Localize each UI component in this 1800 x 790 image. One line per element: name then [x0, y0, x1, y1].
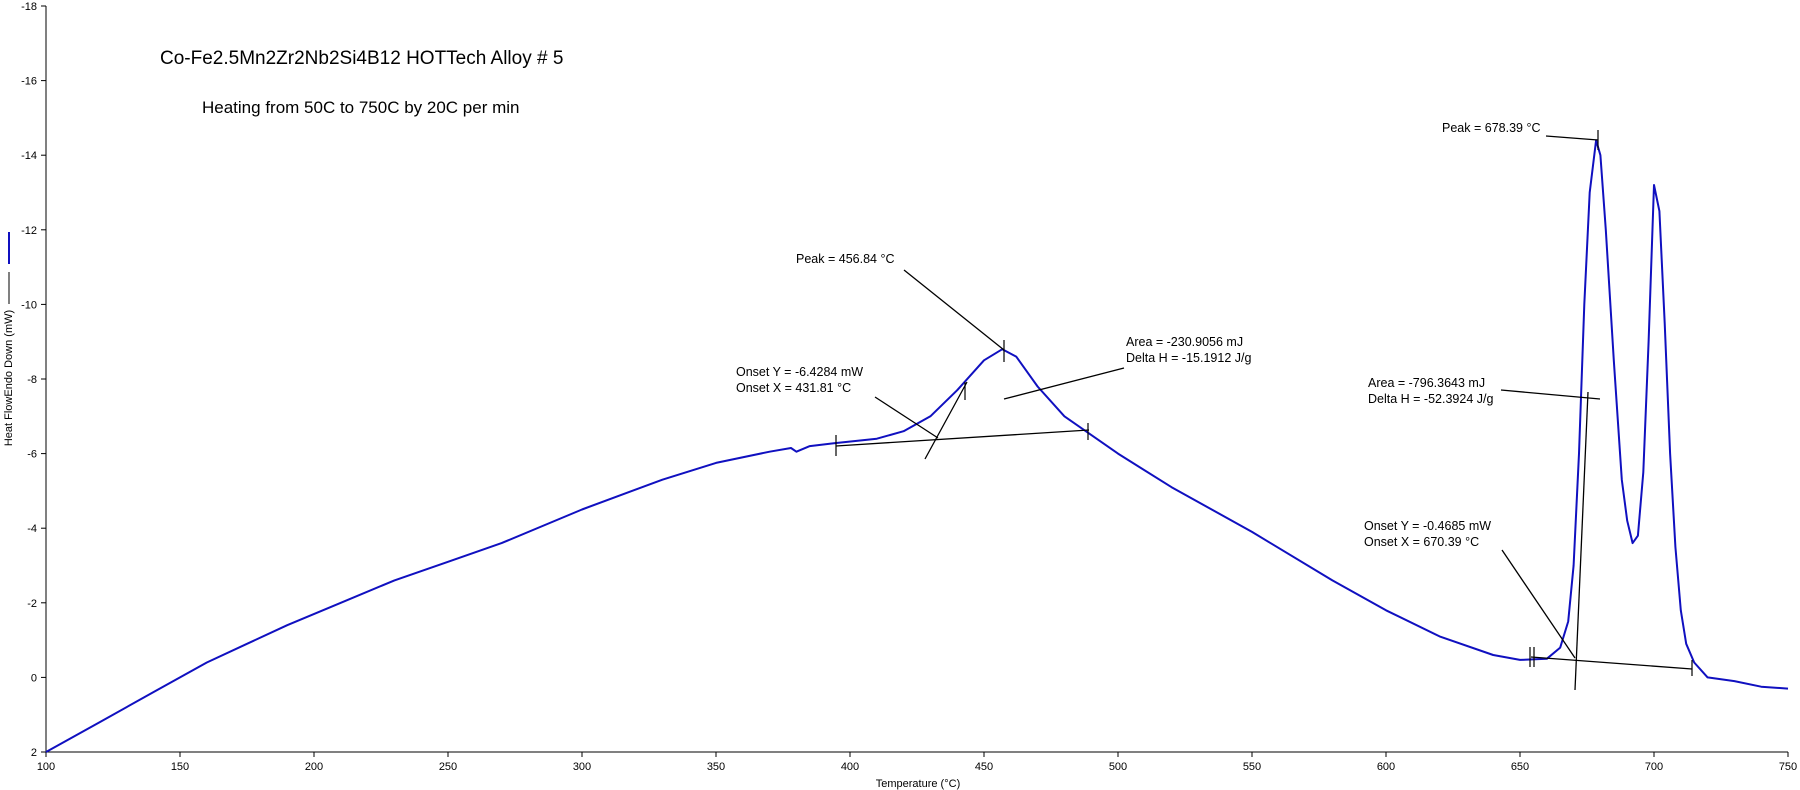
leader-peak2 — [1545, 135, 1599, 141]
series-group — [45, 139, 1789, 753]
x-tick-label: 350 — [707, 761, 725, 773]
annotation-onset2-y: Onset Y = -0.4685 mW — [1364, 519, 1491, 533]
y-tick-label: -12 — [21, 225, 37, 237]
tangent-peak1 — [924, 381, 968, 460]
x-tick-label: 550 — [1243, 761, 1261, 773]
y-tick-label: -2 — [27, 598, 37, 610]
x-axis-label: Temperature (°C) — [876, 778, 960, 790]
y-tick-label: -16 — [21, 76, 37, 88]
chart-axes — [45, 6, 1788, 753]
y-tick-label: 2 — [31, 747, 37, 759]
x-tick-label: 300 — [573, 761, 591, 773]
y-tick-label: -6 — [27, 449, 37, 461]
baseline-peak2 — [1530, 656, 1693, 670]
x-tick-label: 650 — [1511, 761, 1529, 773]
annotation-area2: Area = -796.3643 mJ — [1368, 376, 1485, 390]
annotation-peak1: Peak = 456.84 °C — [796, 252, 894, 266]
annotation-onset1-y: Onset Y = -6.4284 mW — [736, 365, 863, 379]
y-tick-label: -4 — [27, 523, 37, 535]
annotation-deltah1: Delta H = -15.1912 J/g — [1126, 351, 1251, 365]
x-tick-label: 450 — [975, 761, 993, 773]
annotation-onset1-x: Onset X = 431.81 °C — [736, 381, 851, 395]
leader-area2 — [1500, 389, 1601, 400]
leader-area1 — [1003, 367, 1125, 400]
leader-onset1 — [874, 396, 939, 439]
y-tick-label: -8 — [27, 374, 37, 386]
leader-lines — [874, 135, 1601, 659]
y-tick-label: -10 — [21, 299, 37, 311]
tangent-peak2 — [1574, 391, 1589, 691]
leader-onset2 — [1501, 549, 1576, 659]
heat-flow-series-line — [45, 139, 1789, 753]
x-axis-ticks: 100 150 200 250 300 350 400 450 500 550 600 650 700 7… — [37, 752, 1797, 773]
leader-peak1 — [903, 269, 1005, 351]
annotation-peak2: Peak = 678.39 °C — [1442, 121, 1540, 135]
y-tick-label: -14 — [21, 150, 37, 162]
x-tick-label: 700 — [1645, 761, 1663, 773]
annotation-deltah2: Delta H = -52.3924 J/g — [1368, 392, 1493, 406]
curve-tick-marks — [835, 130, 1693, 676]
x-tick-label: 200 — [305, 761, 323, 773]
x-tick-label: 150 — [171, 761, 189, 773]
x-tick-label: 600 — [1377, 761, 1395, 773]
y-tick-label: 0 — [31, 672, 37, 684]
x-tick-label: 250 — [439, 761, 457, 773]
x-tick-label: 750 — [1779, 761, 1797, 773]
baseline-peak1 — [835, 429, 1090, 447]
chart-title: Co-Fe2.5Mn2Zr2Nb2Si4B12 HOTTech Alloy # … — [160, 48, 563, 69]
x-tick-label: 100 — [37, 761, 55, 773]
annotation-onset2-x: Onset X = 670.39 °C — [1364, 535, 1479, 549]
y-axis-label: Heat FlowEndo Down (mW) — [3, 310, 15, 446]
x-tick-label: 500 — [1109, 761, 1127, 773]
y-tick-label: -18 — [21, 1, 37, 13]
chart-subtitle: Heating from 50C to 750C by 20C per min — [202, 98, 520, 117]
annotation-area1: Area = -230.9056 mJ — [1126, 335, 1243, 349]
annotations: Peak = 456.84 °C Onset Y = -6.4284 mW On… — [736, 121, 1540, 549]
baseline-lines — [835, 381, 1693, 691]
y-axis-ticks: 2 0 -2 -4 -6 -8 -10 -12 -14 -16 -18 — [21, 1, 46, 759]
x-tick-label: 400 — [841, 761, 859, 773]
